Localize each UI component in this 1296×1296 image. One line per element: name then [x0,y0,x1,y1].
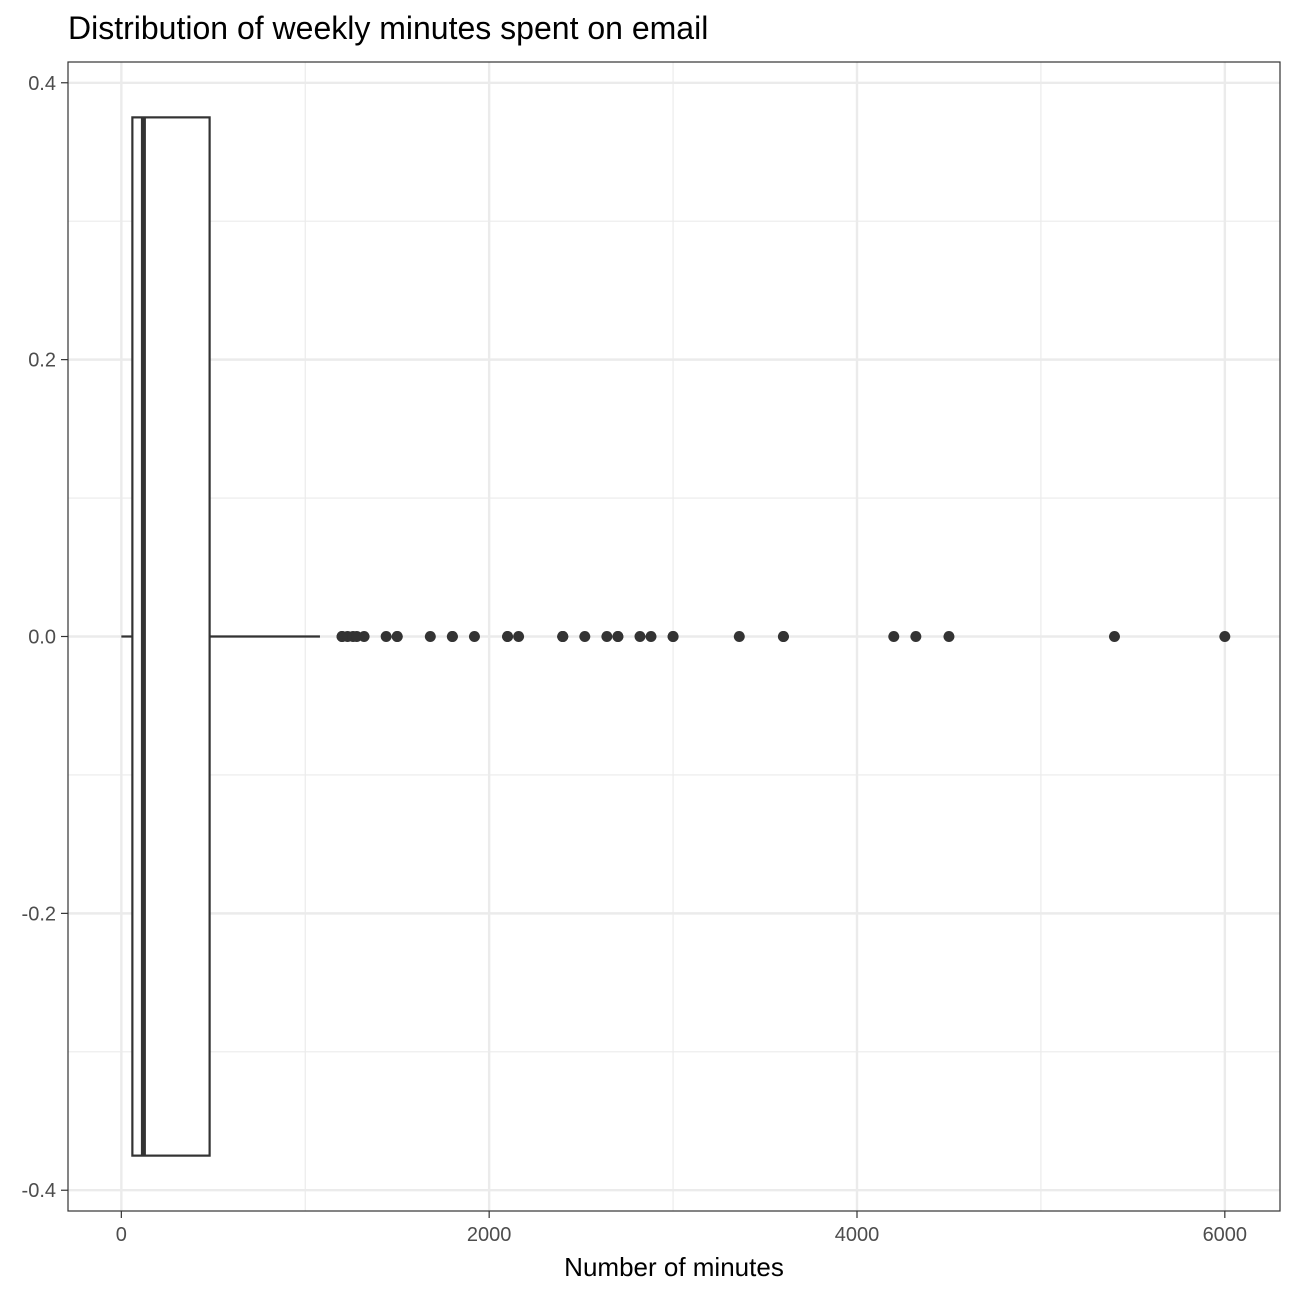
x-tick-label: 0 [116,1224,127,1246]
x-axis-title: Number of minutes [564,1252,784,1282]
outlier-point [645,631,657,642]
outlier-point [468,631,480,642]
outlier-point [446,631,458,642]
outlier-point [1219,631,1231,642]
axes: 0 2000 4000 6000 -0.4 -0.2 0.0 0.2 0.4 [22,73,1248,1246]
outlier-point [612,631,624,642]
outlier-point [380,631,392,642]
outlier-points [336,631,1231,642]
outlier-point [391,631,403,642]
outlier-point [579,631,591,642]
outlier-point [601,631,613,642]
outlier-point [557,631,569,642]
outlier-point [513,631,525,642]
x-tick-label: 6000 [1203,1224,1248,1246]
outlier-point [634,631,646,642]
y-tick-label: -0.2 [22,903,56,925]
chart-title: Distribution of weekly minutes spent on … [68,10,709,46]
outlier-point [910,631,922,642]
outlier-point [502,631,514,642]
y-tick-label: 0.0 [28,627,56,649]
outlier-point [777,631,789,642]
outlier-point [358,631,370,642]
box-layer [121,116,320,1157]
y-tick-label: -0.4 [22,1180,56,1202]
outlier-point [943,631,955,642]
outlier-point [667,631,679,642]
y-tick-label: 0.4 [28,73,56,95]
outlier-point [1108,631,1120,642]
outlier-point [888,631,900,642]
outlier-point [733,631,745,642]
x-tick-label: 4000 [835,1224,880,1246]
x-tick-label: 2000 [467,1224,512,1246]
outlier-point [424,631,436,642]
y-tick-label: 0.2 [28,350,56,372]
